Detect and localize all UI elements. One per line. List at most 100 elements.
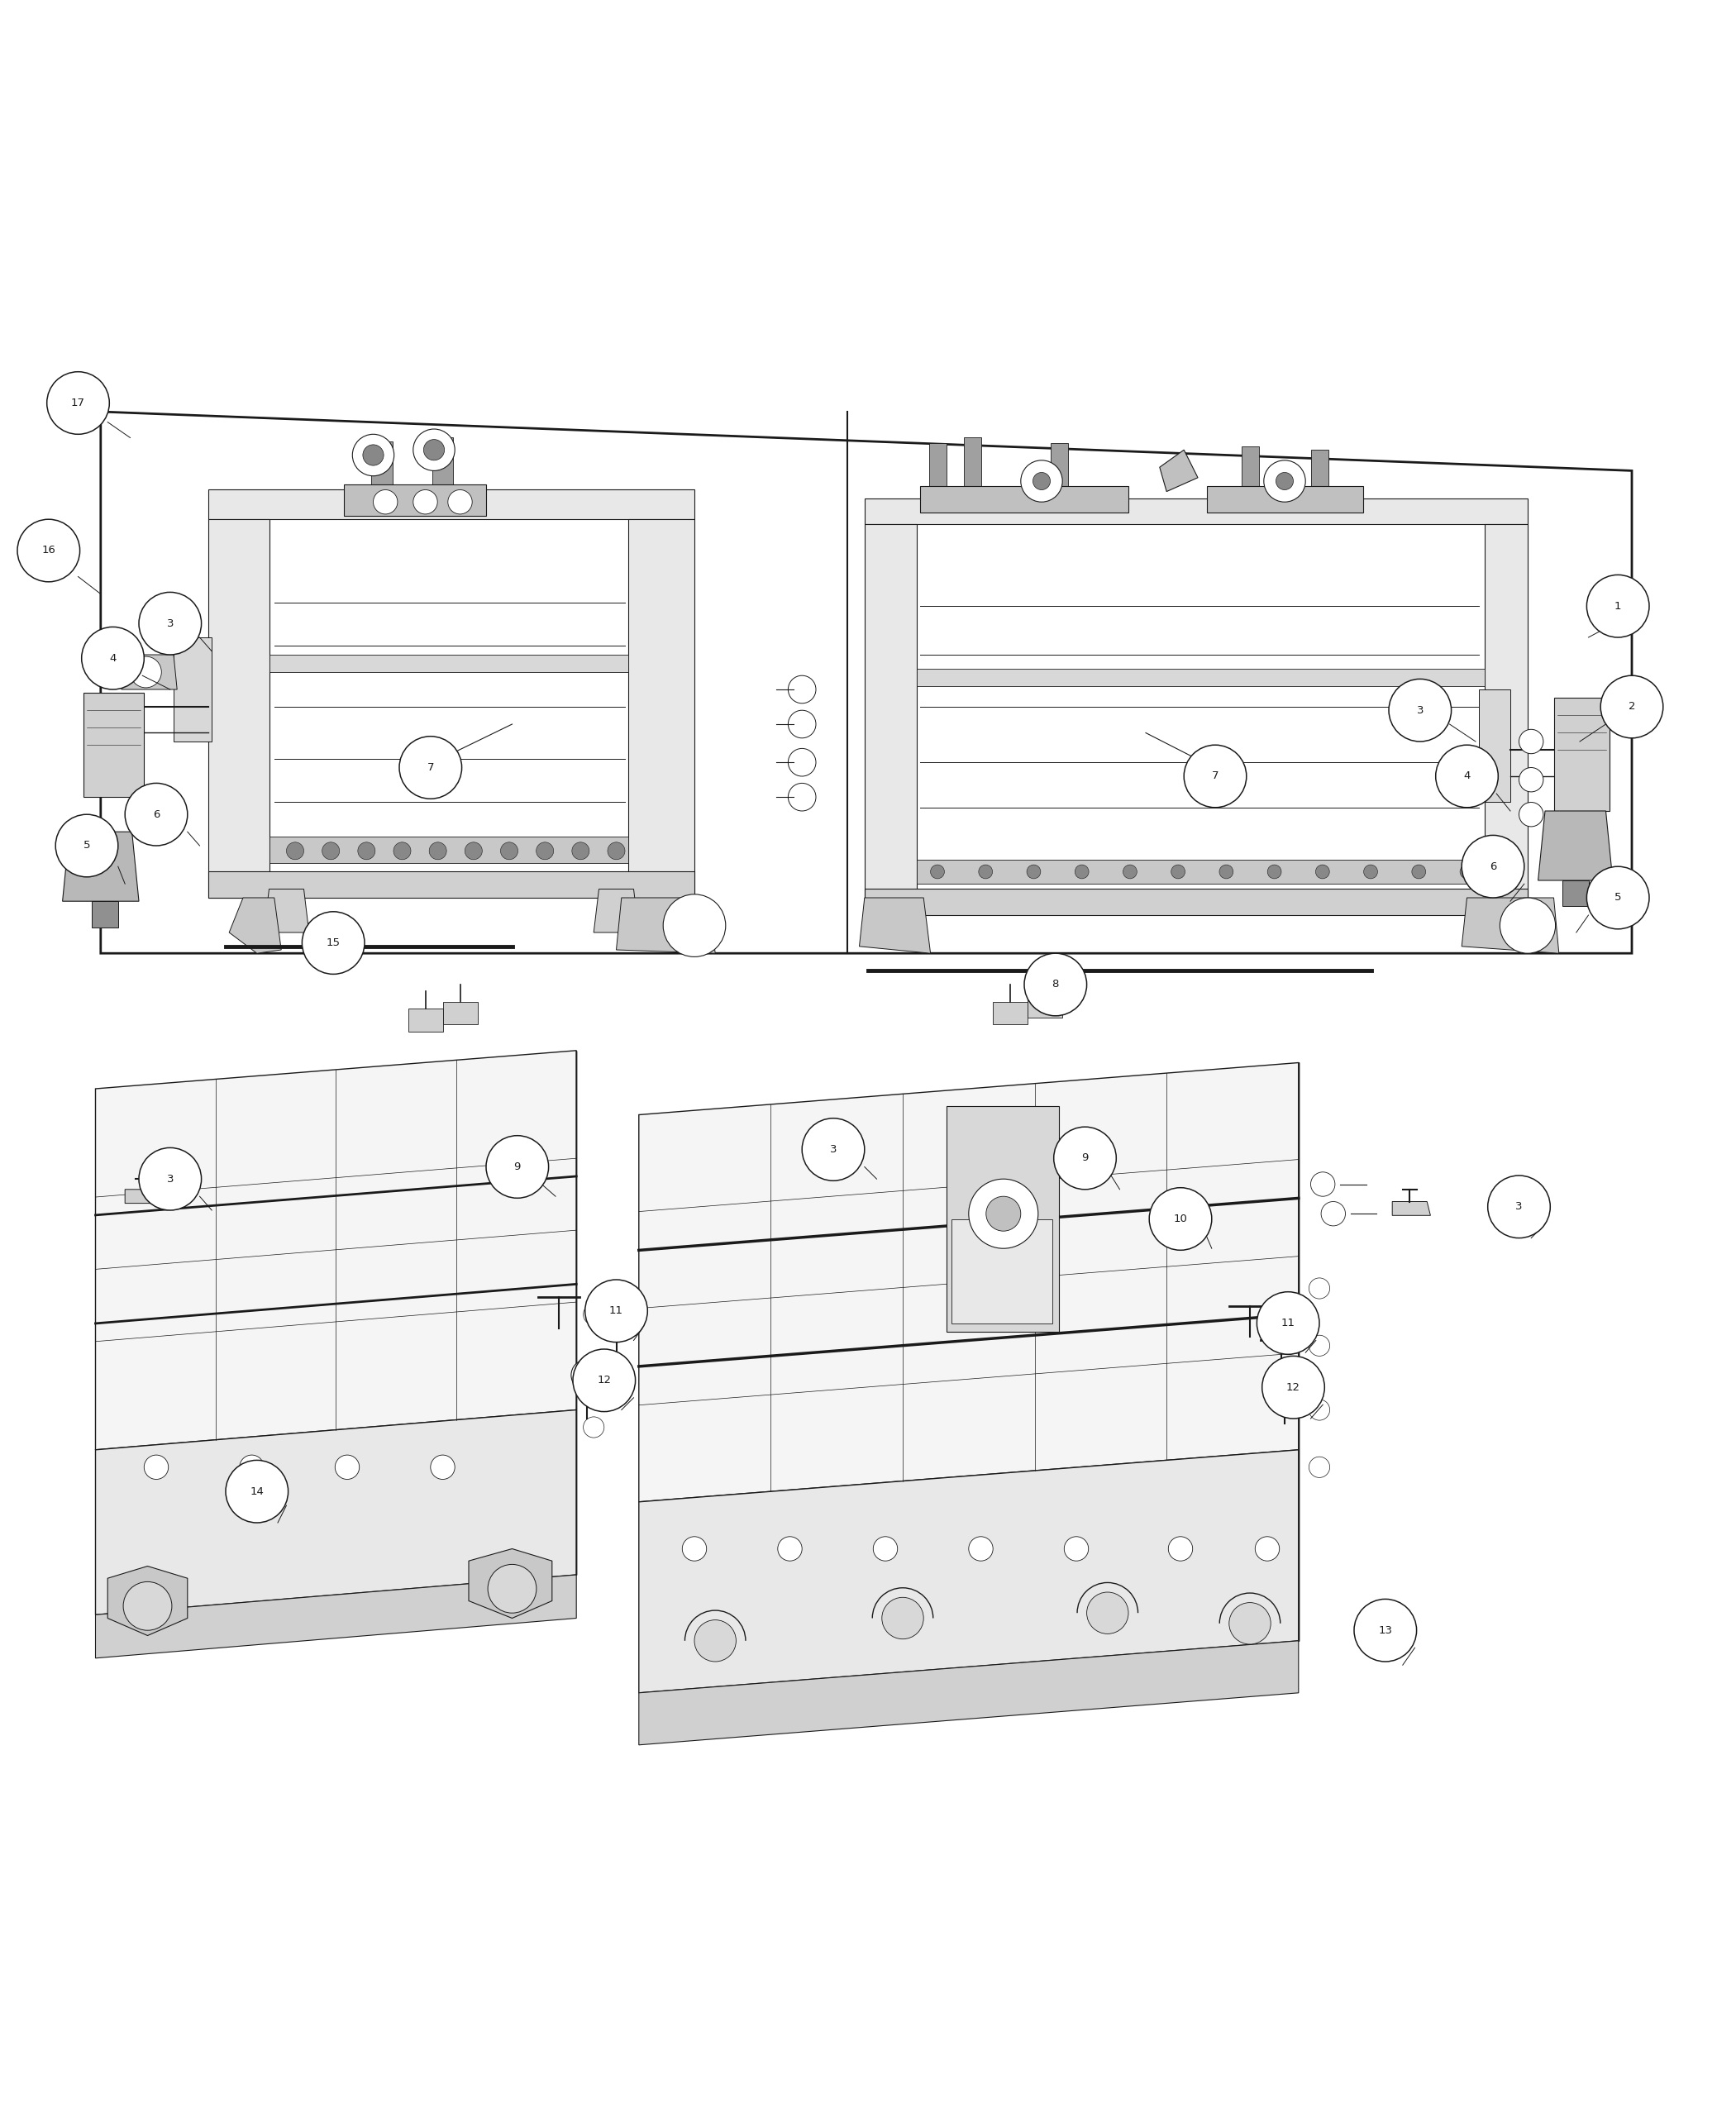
Circle shape [429,843,446,860]
Circle shape [1033,472,1050,489]
Text: 13: 13 [1378,1625,1392,1636]
Text: 11: 11 [609,1305,623,1315]
Circle shape [363,445,384,466]
Circle shape [1354,1600,1417,1661]
Bar [1311,449,1328,497]
Polygon shape [1562,881,1588,906]
Polygon shape [628,519,694,898]
Bar [344,485,486,516]
Circle shape [1460,864,1474,879]
Polygon shape [865,497,1528,525]
Polygon shape [639,1640,1299,1745]
Circle shape [1309,1277,1330,1299]
Circle shape [930,864,944,879]
Circle shape [969,1537,993,1560]
Circle shape [1262,1355,1325,1419]
Circle shape [1269,1364,1300,1395]
Circle shape [1184,744,1246,807]
Text: 4: 4 [1463,772,1470,782]
Circle shape [583,1305,604,1324]
Polygon shape [208,873,694,898]
Text: 3: 3 [1417,704,1424,715]
Polygon shape [62,833,139,902]
Text: 3: 3 [167,1174,174,1185]
Text: 15: 15 [326,938,340,949]
Circle shape [1087,1592,1128,1634]
Circle shape [1601,675,1663,738]
Circle shape [302,911,365,974]
Circle shape [536,843,554,860]
Circle shape [373,489,398,514]
Text: 9: 9 [1082,1153,1088,1164]
Polygon shape [1462,898,1559,953]
Circle shape [1587,575,1649,637]
Text: 6: 6 [1489,862,1496,873]
Circle shape [802,1117,865,1180]
Circle shape [82,626,144,689]
Text: 8: 8 [1052,980,1059,991]
Polygon shape [95,1050,576,1450]
Text: 17: 17 [71,398,85,409]
Circle shape [1257,1292,1319,1353]
Circle shape [1488,1176,1550,1237]
Bar [963,438,981,497]
Circle shape [413,489,437,514]
Circle shape [1309,1334,1330,1355]
Circle shape [125,784,187,845]
Text: 5: 5 [83,841,90,852]
Polygon shape [917,668,1484,685]
Circle shape [1219,864,1233,879]
Circle shape [1519,729,1543,755]
Text: 2: 2 [1628,702,1635,713]
Polygon shape [993,1001,1028,1024]
Polygon shape [1160,449,1198,491]
Circle shape [335,1455,359,1480]
Circle shape [47,371,109,434]
Text: 9: 9 [514,1162,521,1172]
Text: 7: 7 [427,763,434,774]
Polygon shape [92,902,118,928]
Circle shape [778,1537,802,1560]
Bar [951,1218,1052,1324]
Circle shape [1149,1187,1212,1250]
Polygon shape [174,637,212,742]
Polygon shape [1484,525,1528,915]
Circle shape [1021,460,1062,502]
Circle shape [144,1455,168,1480]
Circle shape [571,1360,602,1391]
Circle shape [969,1178,1038,1248]
Polygon shape [1028,995,1062,1018]
Circle shape [139,592,201,656]
Circle shape [1316,864,1330,879]
Circle shape [17,519,80,582]
Text: 10: 10 [1174,1214,1187,1225]
Polygon shape [229,898,281,953]
Circle shape [585,1280,648,1343]
Text: 3: 3 [1516,1202,1522,1212]
Circle shape [1519,803,1543,826]
Circle shape [1026,864,1040,879]
Circle shape [1075,864,1088,879]
Text: 6: 6 [153,809,160,820]
Circle shape [583,1355,604,1377]
Circle shape [788,748,816,776]
Circle shape [1309,1457,1330,1478]
Text: 7: 7 [1212,772,1219,782]
Circle shape [1309,1400,1330,1421]
Circle shape [1064,1537,1088,1560]
Circle shape [431,1455,455,1480]
Polygon shape [108,1566,187,1636]
Polygon shape [865,525,917,915]
Polygon shape [264,890,309,932]
Circle shape [358,843,375,860]
Polygon shape [83,694,144,797]
Text: 4: 4 [109,653,116,664]
Circle shape [573,1349,635,1412]
Circle shape [448,489,472,514]
Circle shape [1276,472,1293,489]
Circle shape [663,894,726,957]
Circle shape [1172,864,1186,879]
Text: 16: 16 [42,546,56,557]
Text: 11: 11 [1281,1318,1295,1328]
Circle shape [694,1619,736,1661]
